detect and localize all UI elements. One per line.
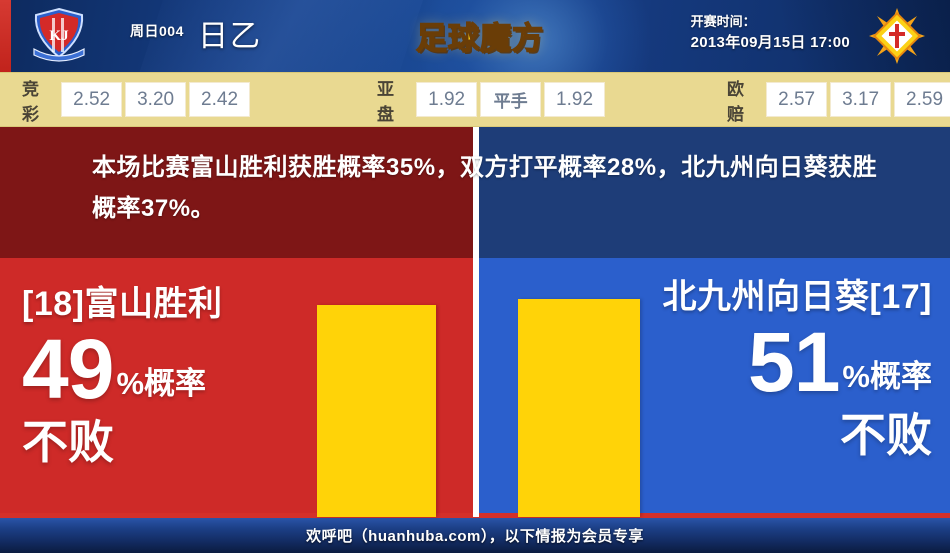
home-outcome-label: 不败	[22, 416, 114, 468]
home-probability-value: 49	[22, 322, 114, 416]
odds-cell-draw[interactable]: 3.17	[831, 83, 891, 116]
odds-group-jingcai: 竞彩 2.52 3.20 2.42	[22, 75, 254, 125]
odds-cell-away[interactable]: 2.59	[895, 83, 950, 116]
kickoff-label: 开赛时间：	[690, 14, 756, 29]
brand-logo[interactable]: 足球魔方	[415, 20, 544, 57]
odds-cell-away[interactable]: 2.42	[190, 83, 250, 116]
odds-cell-away[interactable]: 1.92	[545, 83, 605, 116]
odds-group-title: 欧赔	[727, 79, 745, 124]
away-team-panel: 北九州向日葵[17] 51 %概率 不败	[477, 127, 950, 517]
away-probability-bar	[518, 299, 640, 517]
odds-bar: 竞彩 2.52 3.20 2.42 亚盘 1.92 平手 1.92 欧赔 2.5…	[0, 72, 950, 127]
league-name: 日乙	[198, 20, 262, 53]
home-team-crest-icon: KJ	[28, 7, 90, 65]
odds-group-asian-handicap: 亚盘 1.92 平手 1.92	[377, 75, 609, 125]
home-probability-bar	[317, 305, 436, 517]
footer-text: 欢呼吧（huanhuba.com），以下情报为会员专享	[306, 528, 644, 545]
away-probability-value: 51	[747, 315, 840, 409]
home-summary-band	[0, 127, 477, 258]
odds-cell-home[interactable]: 2.57	[767, 83, 827, 116]
match-round-label: 周日004	[130, 23, 184, 39]
home-probability-row: 49 %概率	[22, 326, 322, 412]
away-team-stats: 北九州向日葵[17] 51 %概率 不败	[512, 275, 932, 463]
away-team-name: 北九州向日葵[17]	[662, 278, 932, 316]
away-team-crest-icon	[866, 7, 928, 65]
page-footer: 欢呼吧（huanhuba.com），以下情报为会员专享	[0, 518, 950, 553]
away-summary-band	[477, 127, 950, 258]
home-team-name: [18]富山胜利	[22, 285, 223, 323]
home-team-stats: [18]富山胜利 49 %概率 不败	[22, 282, 322, 470]
away-probability-row: 51 %概率	[512, 319, 932, 405]
svg-text:KJ: KJ	[49, 28, 69, 44]
kickoff-time: 2013年09月15日 17:00	[690, 34, 850, 51]
header-red-stripe	[0, 0, 11, 72]
probability-panel: [18]富山胜利 49 %概率 不败 北九州向日葵[17] 51 %概率 不败	[0, 127, 950, 517]
odds-group-title: 竞彩	[22, 79, 40, 124]
odds-cell-home[interactable]: 2.52	[62, 83, 122, 116]
odds-cell-handicap[interactable]: 平手	[481, 83, 541, 116]
away-outcome-label: 不败	[840, 409, 932, 461]
odds-group-european: 欧赔 2.57 3.17 2.59	[727, 75, 950, 125]
kickoff-info: 开赛时间： 2013年09月15日 17:00	[691, 12, 850, 54]
panel-center-divider	[473, 127, 479, 517]
away-probability-suffix: %概率	[842, 359, 932, 394]
page-header: KJ 周日004 日乙 足球魔方 开赛时间： 2013年09月15日 17:00	[0, 0, 950, 72]
home-probability-suffix: %概率	[116, 366, 207, 401]
odds-cell-home[interactable]: 1.92	[417, 83, 477, 116]
odds-cell-draw[interactable]: 3.20	[126, 83, 186, 116]
match-summary-text: 本场比赛富山胜利获胜概率35%，双方打平概率28%，北九州向日葵获胜概率37%。	[92, 154, 878, 222]
odds-group-title: 亚盘	[377, 79, 395, 124]
home-team-panel: [18]富山胜利 49 %概率 不败	[0, 127, 477, 517]
